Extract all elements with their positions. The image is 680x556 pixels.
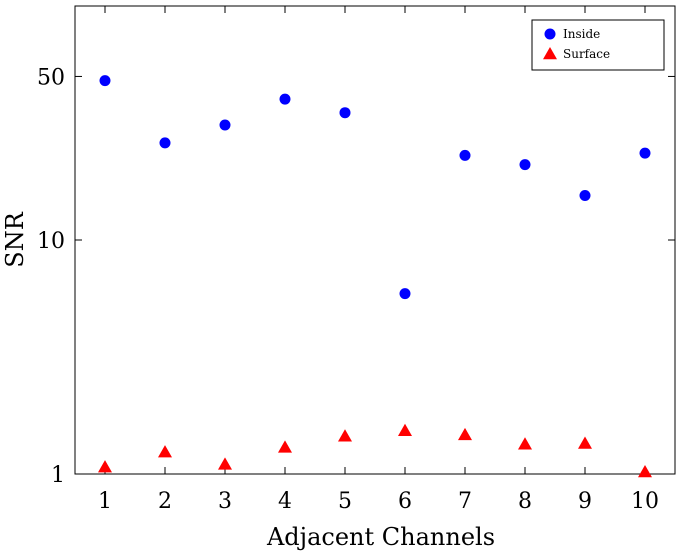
inside-point: [159, 137, 171, 149]
surface-point: [218, 457, 232, 470]
inside-point: [339, 107, 351, 119]
inside-point: [219, 119, 231, 131]
surface-point: [518, 437, 532, 450]
surface-point: [98, 460, 112, 473]
x-tick-label: 1: [98, 489, 112, 514]
legend-label-surface: Surface: [563, 47, 610, 61]
axis-ticks: 1 2 3 4 5 6 7 8 9 10 1 10 50: [37, 6, 675, 514]
legend-marker-surface: [543, 47, 557, 60]
x-tick-label: 9: [578, 489, 592, 514]
surface-point: [398, 423, 412, 437]
legend-label-inside: Inside: [563, 27, 600, 41]
inside-point: [459, 149, 471, 161]
legend-marker-inside: [544, 28, 556, 40]
x-tick-label: 4: [278, 489, 292, 514]
y-tick-label: 1: [51, 463, 65, 488]
x-tick-label: 7: [458, 489, 472, 514]
x-tick-label: 2: [158, 489, 172, 514]
inside-point: [99, 75, 111, 87]
x-tick-label: 5: [338, 489, 352, 514]
surface-point: [158, 445, 172, 458]
surface-point: [278, 440, 292, 453]
plot-area: [74, 5, 676, 475]
x-tick-label: 3: [218, 489, 232, 514]
y-axis-label: SNR: [1, 211, 29, 267]
x-axis-label: Adjacent Channels: [266, 523, 495, 551]
surface-point: [458, 427, 472, 441]
legend: Inside Surface: [531, 19, 665, 71]
surface-point: [578, 436, 592, 449]
legend-box: [531, 19, 665, 71]
x-tick-label: 6: [398, 489, 412, 514]
inside-point: [399, 288, 411, 300]
inside-point: [579, 189, 591, 201]
x-tick-label: 10: [631, 489, 659, 514]
y-tick-label: 50: [37, 65, 65, 90]
inside-point: [279, 93, 291, 105]
x-tick-label: 8: [518, 489, 532, 514]
inside-point: [639, 147, 651, 159]
inside-point: [519, 159, 531, 171]
surface-point: [338, 429, 352, 442]
data-marks: [98, 75, 652, 478]
y-tick-label: 10: [37, 229, 65, 254]
surface-point: [638, 464, 652, 478]
